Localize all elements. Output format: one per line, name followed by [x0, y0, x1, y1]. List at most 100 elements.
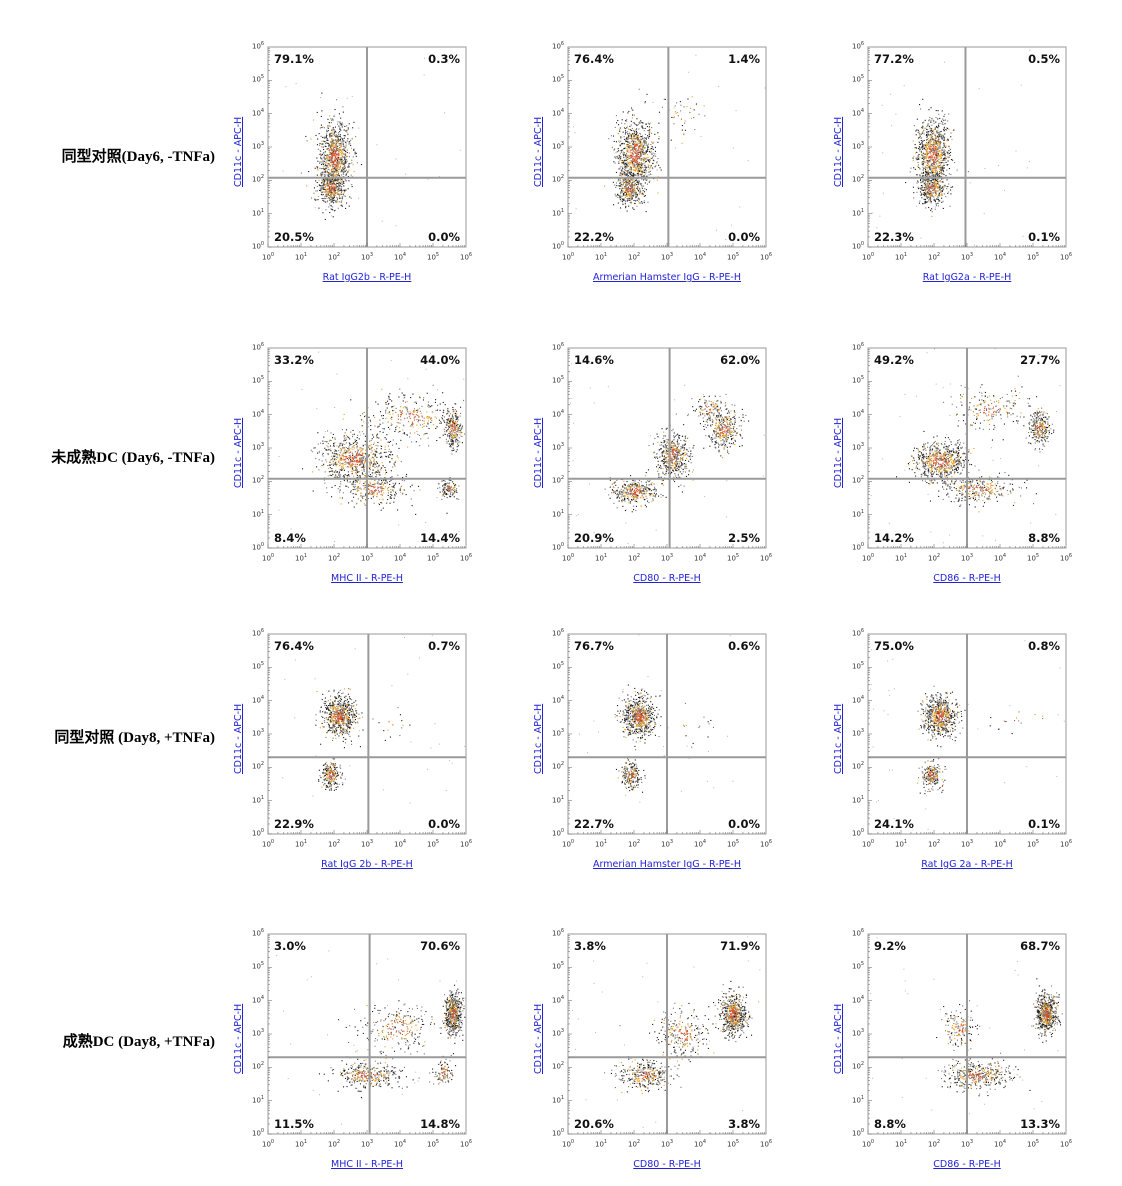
event-dot	[330, 186, 332, 188]
event-dot	[627, 188, 629, 190]
event-dot	[336, 174, 338, 176]
event-dot	[326, 192, 328, 194]
event-dot	[626, 141, 628, 143]
event-dot	[620, 169, 622, 171]
event-dot	[329, 188, 331, 190]
event-dot	[353, 433, 355, 435]
event-dot	[921, 143, 923, 145]
event-dot	[367, 466, 369, 468]
event-dot	[361, 496, 363, 498]
y-axis-label[interactable]: CD11c - APC-H	[533, 116, 544, 187]
event-dot	[351, 473, 353, 475]
event-dot	[923, 129, 925, 131]
event-dot	[876, 227, 878, 229]
event-dot	[343, 476, 345, 478]
event-dot	[943, 172, 945, 174]
event-dot	[381, 493, 383, 495]
event-dot	[331, 119, 333, 121]
event-dot	[328, 155, 330, 157]
event-dot	[935, 159, 937, 161]
event-dot	[926, 172, 928, 174]
event-dot	[621, 174, 623, 176]
event-dot	[382, 431, 384, 433]
event-dot	[336, 182, 338, 184]
event-dot	[339, 128, 341, 130]
event-dot	[312, 471, 314, 473]
event-dot	[928, 166, 930, 168]
event-dot	[348, 166, 350, 168]
event-dot	[921, 146, 923, 148]
event-dot	[334, 476, 336, 478]
event-dot	[922, 180, 924, 182]
event-dot	[375, 461, 377, 463]
event-dot	[364, 459, 366, 461]
event-dot	[326, 492, 328, 494]
x-axis-label[interactable]: Rat IgG2b - R-PE-H	[322, 272, 412, 283]
event-dot	[932, 159, 934, 161]
event-dot	[937, 118, 939, 120]
event-dot	[621, 162, 623, 164]
event-dot	[927, 188, 929, 190]
event-dot	[643, 160, 645, 162]
event-dot	[932, 143, 934, 145]
event-dot	[622, 111, 624, 113]
event-dot	[943, 151, 945, 153]
event-dot	[354, 153, 356, 155]
event-dot	[620, 140, 622, 142]
event-dot	[632, 109, 634, 111]
x-axis-label[interactable]: Rat IgG2a - R-PE-H	[922, 272, 1012, 283]
event-dot	[998, 165, 999, 166]
event-dot	[332, 190, 334, 192]
event-dot	[332, 455, 334, 457]
event-dot	[929, 146, 931, 148]
event-dot	[934, 174, 936, 176]
event-dot	[627, 158, 629, 160]
event-dot	[616, 151, 618, 153]
event-dot	[928, 119, 930, 121]
event-dot	[318, 184, 320, 186]
event-dot	[355, 493, 357, 495]
event-dot	[340, 481, 342, 483]
event-dot	[340, 157, 342, 159]
event-dot	[332, 127, 334, 129]
event-dot	[363, 503, 365, 505]
event-dot	[938, 154, 940, 156]
event-dot	[329, 189, 331, 191]
event-dot	[657, 192, 659, 194]
event-dot	[342, 169, 344, 171]
event-dot	[355, 469, 357, 471]
event-dot	[339, 139, 341, 141]
event-dot	[941, 168, 943, 170]
event-dot	[320, 135, 322, 137]
event-dot	[639, 146, 641, 148]
event-dot	[619, 127, 621, 129]
event-dot	[1026, 167, 1028, 169]
event-dot	[633, 140, 635, 142]
event-dot	[334, 144, 336, 146]
event-dot	[929, 188, 931, 190]
event-dot	[327, 188, 329, 190]
event-dot	[643, 141, 645, 143]
event-dot	[321, 158, 323, 160]
event-dot	[387, 455, 389, 457]
event-dot	[344, 463, 346, 465]
event-dot	[343, 154, 345, 156]
event-dot	[684, 129, 686, 131]
event-dot	[936, 156, 938, 158]
event-dot	[352, 429, 354, 431]
event-dot	[698, 113, 700, 115]
event-dot	[638, 142, 640, 144]
event-dot	[636, 124, 638, 126]
event-dot	[921, 187, 923, 189]
y-axis-label[interactable]: CD11c - APC-H	[833, 116, 844, 187]
event-dot	[635, 184, 637, 186]
event-dot	[625, 173, 627, 175]
event-dot	[648, 136, 650, 138]
x-axis-label[interactable]: Armerian Hamster IgG - R-PE-H	[592, 272, 742, 283]
event-dot	[336, 450, 338, 452]
event-dot	[638, 170, 640, 172]
event-dot	[628, 205, 630, 207]
event-dot	[335, 144, 337, 146]
y-axis-label[interactable]: CD11c - APC-H	[233, 116, 244, 187]
event-dot	[327, 185, 329, 187]
